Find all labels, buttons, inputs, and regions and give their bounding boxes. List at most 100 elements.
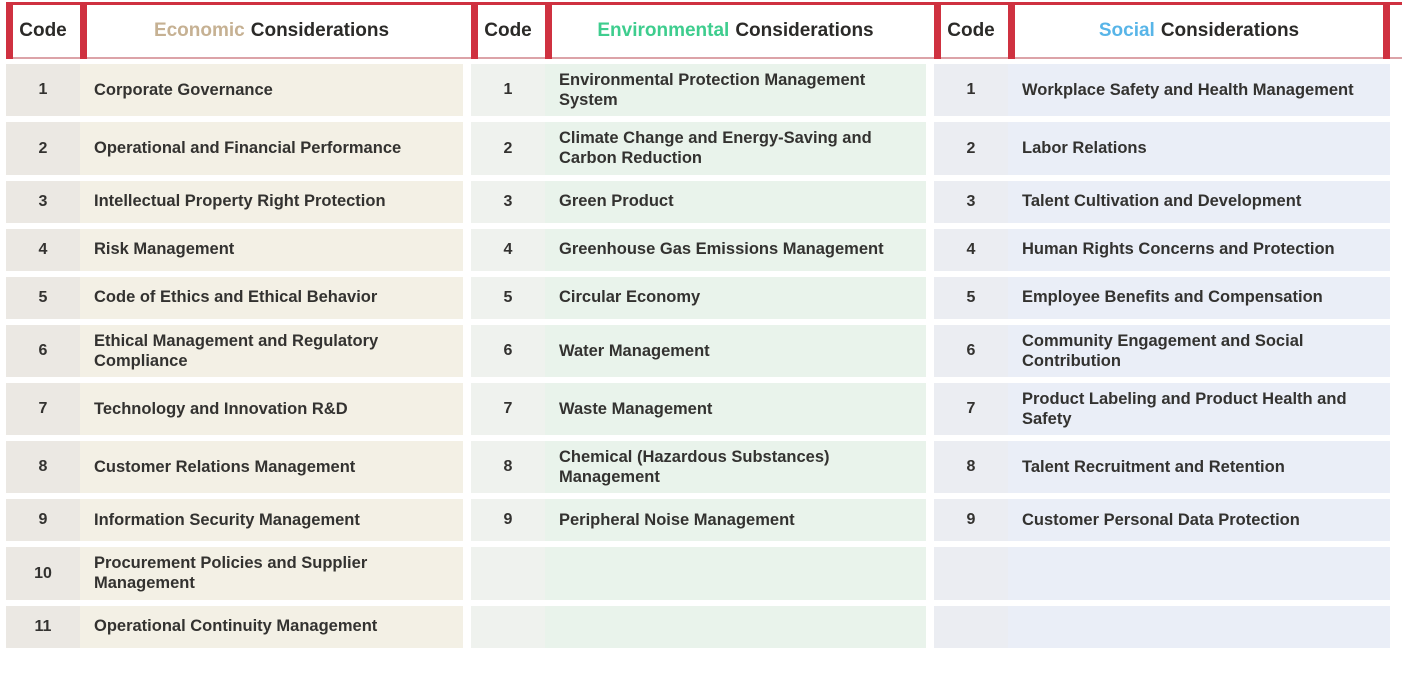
social-code-cell: 3 [934,180,1008,223]
red-bar-divider [545,2,552,59]
section-gap [463,441,471,494]
environmental-header-suffix: Considerations [735,20,874,41]
economic-consideration-cell: Operational Continuity Management [80,605,463,648]
economic-consideration-cell: Code of Ethics and Ethical Behavior [80,276,463,319]
environmental-code-cell [471,547,545,600]
section-gap [463,276,471,319]
environmental-code-cell: 7 [471,382,545,435]
environmental-code-cell: 2 [471,122,545,175]
economic-consideration-cell: Intellectual Property Right Protection [80,180,463,223]
environmental-header-accent: Environmental [597,20,730,41]
red-bar-divider [471,2,478,59]
code-header-label: Code [19,20,67,41]
economic-consideration-cell: Customer Relations Management [80,441,463,494]
code-header-label: Code [947,20,995,41]
environmental-consideration-cell: Circular Economy [545,276,926,319]
social-consideration-cell [1008,605,1390,648]
section-gap [926,499,934,542]
social-consideration-cell: Community Engagement and Social Contribu… [1008,324,1390,377]
section-gap [926,122,934,175]
economic-code-header: Code [6,2,80,59]
economic-consideration-cell: Technology and Innovation R&D [80,382,463,435]
economic-code-cell: 5 [6,276,80,319]
section-gap [463,324,471,377]
economic-header-suffix: Considerations [250,20,390,41]
section-gap [926,605,934,648]
section-gap [463,228,471,271]
social-code-cell [934,605,1008,648]
economic-code-cell: 10 [6,547,80,600]
economic-consideration-cell: Corporate Governance [80,64,463,117]
social-consideration-cell: Product Labeling and Product Health and … [1008,382,1390,435]
social-consideration-cell [1008,547,1390,600]
red-bar-divider [80,2,87,59]
section-gap [463,64,471,117]
section-gap [463,180,471,223]
economic-consideration-cell: Information Security Management [80,499,463,542]
social-header-suffix: Considerations [1160,20,1300,41]
social-consideration-cell: Talent Cultivation and Development [1008,180,1390,223]
social-code-cell: 4 [934,228,1008,271]
social-code-header: Code [934,2,1008,59]
environmental-consideration-cell [545,605,926,648]
environmental-code-cell: 5 [471,276,545,319]
environmental-code-cell: 8 [471,441,545,494]
section-gap [926,64,934,117]
environmental-consideration-cell: Waste Management [545,382,926,435]
economic-code-cell: 1 [6,64,80,117]
social-consideration-cell: Employee Benefits and Compensation [1008,276,1390,319]
environmental-code-cell: 3 [471,180,545,223]
economic-code-cell: 9 [6,499,80,542]
environmental-consideration-cell: Greenhouse Gas Emissions Management [545,228,926,271]
social-code-cell: 8 [934,441,1008,494]
economic-consideration-cell: Procurement Policies and Supplier Manage… [80,547,463,600]
economic-code-cell: 2 [6,122,80,175]
section-gap [463,122,471,175]
section-gap [463,605,471,648]
social-consideration-cell: Talent Recruitment and Retention [1008,441,1390,494]
environmental-consideration-cell: Water Management [545,324,926,377]
economic-header-accent: Economic [153,20,245,41]
section-gap [926,228,934,271]
environmental-consideration-cell: Green Product [545,180,926,223]
environmental-code-cell [471,605,545,648]
social-consideration-cell: Customer Personal Data Protection [1008,499,1390,542]
economic-code-cell: 8 [6,441,80,494]
economic-consideration-cell: Operational and Financial Performance [80,122,463,175]
social-code-cell: 2 [934,122,1008,175]
environmental-code-cell: 9 [471,499,545,542]
section-gap [463,547,471,600]
social-considerations-header: Social Considerations [1008,2,1390,59]
section-gap [926,5,934,57]
environmental-consideration-cell: Peripheral Noise Management [545,499,926,542]
section-gap [926,324,934,377]
red-bar-divider [934,2,941,59]
social-consideration-cell: Human Rights Concerns and Protection [1008,228,1390,271]
section-gap [926,382,934,435]
table-header-row: Code Economic Considerations Code Enviro… [6,2,1402,59]
environmental-consideration-cell: Chemical (Hazardous Substances) Manageme… [545,441,926,494]
environmental-code-cell: 4 [471,228,545,271]
social-code-cell: 5 [934,276,1008,319]
economic-code-cell: 6 [6,324,80,377]
economic-considerations-header: Economic Considerations [80,2,463,59]
economic-code-cell: 7 [6,382,80,435]
section-gap [926,276,934,319]
environmental-consideration-cell: Environmental Protection Management Syst… [545,64,926,117]
section-gap [463,382,471,435]
social-code-cell [934,547,1008,600]
social-code-cell: 6 [934,324,1008,377]
environmental-consideration-cell: Climate Change and Energy-Saving and Car… [545,122,926,175]
section-gap [926,547,934,600]
economic-consideration-cell: Ethical Management and Regulatory Compli… [80,324,463,377]
section-gap [926,180,934,223]
section-gap [463,5,471,57]
economic-code-cell: 11 [6,605,80,648]
environmental-code-cell: 6 [471,324,545,377]
red-bar-divider [1383,2,1390,59]
section-gap [463,499,471,542]
environmental-code-header: Code [471,2,545,59]
section-gap [926,441,934,494]
social-code-cell: 1 [934,64,1008,117]
